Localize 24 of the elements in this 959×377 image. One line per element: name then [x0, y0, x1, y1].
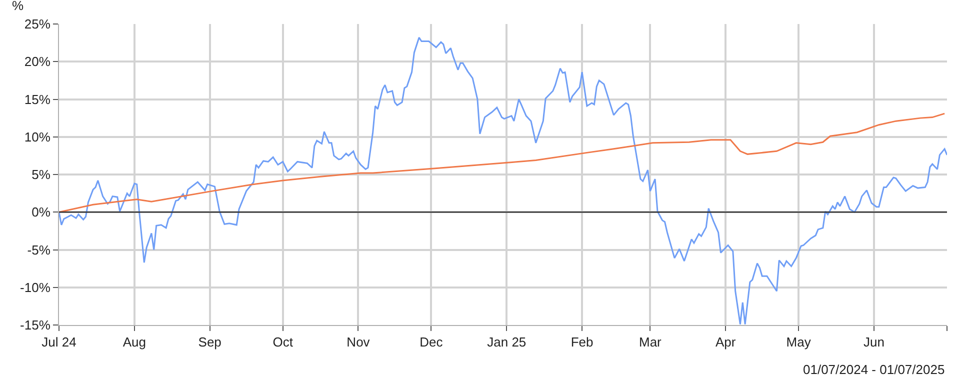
- x-tick-label: Nov: [346, 334, 370, 350]
- y-tick-label: -5%: [27, 242, 51, 258]
- y-tick-label: 20%: [24, 54, 51, 70]
- x-tick-label: May: [786, 334, 812, 350]
- x-tick-label: Dec: [420, 334, 444, 350]
- x-tick-label: Aug: [122, 334, 146, 350]
- y-tick-label: 0%: [32, 204, 51, 220]
- text: 01/07/2024 - 01/07/2025: [803, 362, 945, 377]
- x-tick-label: Jul 24: [42, 334, 76, 350]
- x-tick-label: Feb: [570, 334, 594, 350]
- y-tick-label: -10%: [20, 280, 51, 295]
- y-tick-label: -15%: [20, 318, 51, 333]
- x-tick-label: Apr: [715, 334, 736, 350]
- y-tick-label: 10%: [24, 129, 51, 144]
- x-tick-label: Mar: [638, 334, 662, 350]
- y-tick-label: 5%: [32, 167, 51, 182]
- x-tick-label: Sep: [198, 334, 222, 350]
- line-series: [59, 112, 946, 213]
- x-tick-label: Jan 25: [487, 334, 526, 350]
- x-tick-label: Jun: [864, 334, 884, 350]
- y-tick-label: 15%: [24, 92, 51, 107]
- y-tick-label: 25%: [24, 16, 51, 32]
- y-axis-title: %: [12, 0, 24, 13]
- x-tick-label: Oct: [272, 334, 294, 350]
